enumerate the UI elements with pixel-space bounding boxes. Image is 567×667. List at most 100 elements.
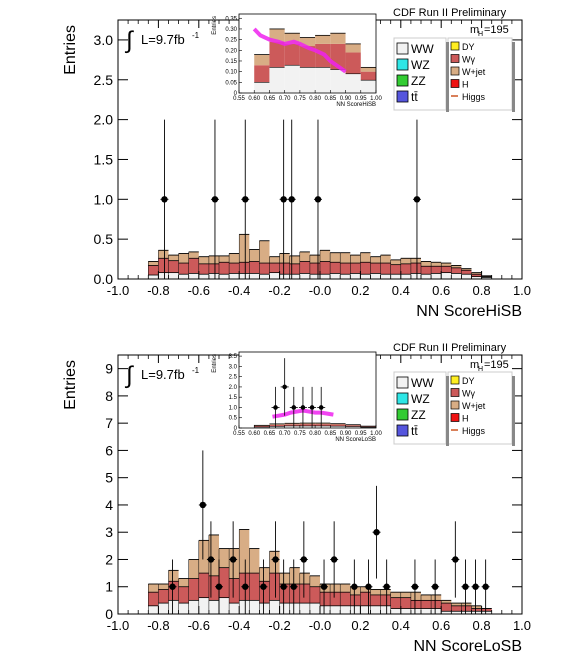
bar-wjet bbox=[219, 255, 230, 263]
bar-ww bbox=[340, 605, 351, 614]
inset-bar-wjet bbox=[330, 33, 346, 44]
data-point bbox=[207, 556, 215, 563]
bar-wjet bbox=[461, 268, 472, 271]
bar-ww bbox=[289, 603, 300, 614]
bar-wjet bbox=[239, 234, 250, 263]
y-tick-label: 1 bbox=[105, 579, 113, 595]
y-tick-label: 1.0 bbox=[94, 191, 114, 207]
bar-wgamma bbox=[320, 261, 331, 275]
x-tick-label: 1.0 bbox=[513, 283, 531, 298]
bar-ww bbox=[370, 273, 381, 279]
bar-ww bbox=[249, 600, 260, 614]
inset-y-tick-label: 3.0 bbox=[229, 364, 238, 370]
data-point bbox=[482, 583, 489, 590]
data-point bbox=[242, 583, 249, 590]
legend-swatch-ww bbox=[396, 42, 409, 55]
bar-ww bbox=[279, 274, 290, 279]
bar-wjet bbox=[168, 255, 179, 261]
bar-ww bbox=[330, 605, 341, 614]
bar-ww bbox=[451, 611, 462, 614]
bar-wgamma bbox=[279, 584, 290, 604]
bar-wjet bbox=[249, 249, 260, 262]
bar-wgamma bbox=[158, 258, 169, 273]
bar-wjet bbox=[259, 240, 270, 264]
bar-ww bbox=[350, 605, 361, 614]
y-tick-label: 2.0 bbox=[94, 112, 114, 128]
bar-ww bbox=[239, 600, 250, 614]
bar-wgamma bbox=[219, 262, 230, 275]
inset-bar-wgamma bbox=[269, 41, 285, 68]
legend-swatch bbox=[450, 54, 460, 63]
inset-y-tick-label: 0.20 bbox=[225, 48, 237, 54]
bar-wjet bbox=[239, 529, 250, 574]
inset-x-tick-label: 0.90 bbox=[340, 96, 352, 102]
bar-wgamma bbox=[370, 594, 381, 606]
legend-label: DY bbox=[462, 42, 475, 52]
legend-shadow bbox=[512, 42, 515, 112]
legend-label: tt̄ bbox=[411, 90, 418, 104]
inset-x-tick-label: 0.55 bbox=[233, 96, 245, 102]
inset-y-tick-label: 0.30 bbox=[225, 27, 237, 33]
inset-x-tick-label: 0.85 bbox=[324, 431, 336, 437]
x-axis-label: NN ScoreHiSB bbox=[416, 303, 522, 320]
bar-wjet bbox=[168, 570, 179, 582]
inset-bar-wjet bbox=[299, 423, 316, 425]
bar-wjet bbox=[158, 584, 169, 590]
bar-wgamma bbox=[208, 263, 219, 274]
y-axis-label: Entries bbox=[62, 360, 79, 410]
legend-label: WW bbox=[411, 376, 434, 390]
bar-wjet bbox=[410, 592, 421, 601]
bar-wgamma bbox=[198, 573, 209, 598]
data-point bbox=[280, 196, 287, 203]
inset-bar-wgamma bbox=[254, 425, 270, 427]
bar-wgamma bbox=[249, 261, 260, 274]
bar-ww bbox=[320, 274, 331, 279]
data-point bbox=[288, 196, 295, 203]
mass-value: =195 bbox=[484, 24, 509, 36]
inset-bar-ww bbox=[254, 426, 270, 428]
legend-label: tt̄ bbox=[411, 424, 418, 438]
inset-data-point bbox=[318, 405, 324, 410]
inset-bar-ww bbox=[284, 425, 300, 428]
inset-y-tick-label: 0.35 bbox=[225, 16, 237, 22]
inset-y-tick-label: 0.5 bbox=[229, 416, 238, 422]
legend-swatch-wz bbox=[396, 58, 409, 71]
x-axis-label: NN ScoreLoSB bbox=[414, 638, 523, 655]
inset-bar-wjet bbox=[269, 423, 285, 425]
bar-wgamma bbox=[309, 586, 320, 604]
bar-wjet bbox=[309, 575, 320, 587]
inset-frame bbox=[238, 351, 377, 429]
bar-wgamma bbox=[360, 592, 371, 606]
bar-ww bbox=[400, 608, 411, 614]
legend-shadow bbox=[446, 42, 449, 112]
bar-wgamma bbox=[259, 581, 270, 604]
legend-shadow bbox=[512, 376, 515, 446]
header-label: CDF Run II Preliminary bbox=[393, 342, 507, 354]
inset-y-tick-label: 0.10 bbox=[225, 70, 237, 76]
inset-x-tick-label: 0.75 bbox=[294, 431, 306, 437]
inset-x-axis-label: NN ScoreLoSB bbox=[335, 437, 376, 443]
bar-ww bbox=[178, 274, 189, 279]
bar-wgamma bbox=[410, 263, 421, 274]
bar-ww bbox=[309, 603, 320, 614]
bar-ww bbox=[168, 272, 179, 279]
bar-wgamma bbox=[370, 263, 381, 274]
inset-bar-ww bbox=[360, 427, 376, 428]
bar-wgamma bbox=[168, 260, 179, 273]
inset-bar-wjet bbox=[254, 54, 270, 66]
legend-swatch bbox=[450, 375, 460, 385]
x-tick-label: 0.8 bbox=[473, 618, 491, 633]
inset-plot: 0.55 0.60 0.65 0.70 0.75 0.80 0.85 0.90 0.95 1.00… bbox=[212, 13, 382, 108]
bar-wjet bbox=[320, 250, 331, 262]
data-point bbox=[242, 196, 249, 203]
legend: WW WZ ZZ tt̄ DY Wγ W+jet H Higgs bbox=[393, 37, 515, 112]
bar-wgamma bbox=[158, 589, 169, 604]
inset-bar-ww bbox=[269, 426, 285, 428]
legend-swatch bbox=[450, 66, 460, 76]
inset-plot: 0.55 0.60 0.65 0.70 0.75 0.80 0.85 0.90 0.95 1.00… bbox=[212, 351, 382, 443]
bar-wgamma bbox=[279, 263, 290, 275]
bar-wgamma bbox=[431, 600, 442, 609]
inset-bar-wgamma bbox=[269, 424, 285, 427]
inset-y-tick-label: 0.05 bbox=[225, 80, 237, 86]
data-point bbox=[169, 583, 176, 590]
